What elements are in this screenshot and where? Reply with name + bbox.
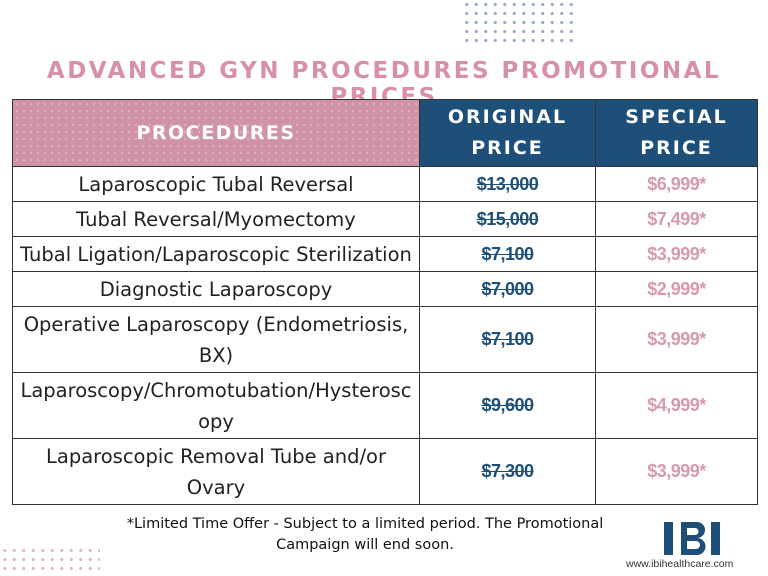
header-special-line2: PRICE <box>640 137 713 159</box>
procedure-name-line2: Ovary <box>186 475 246 499</box>
header-special-price: SPECIAL PRICE <box>595 99 758 167</box>
procedure-name: Tubal Reversal/Myomectomy <box>12 201 420 237</box>
footnote-line1: *Limited Time Offer - Subject to a limit… <box>126 516 604 532</box>
original-price: $7,000 <box>419 271 596 307</box>
special-price: $2,999* <box>595 271 758 307</box>
original-price: $15,000 <box>419 201 596 237</box>
table-row: Laparoscopic Tubal Reversal $13,000 $6,9… <box>12 166 758 202</box>
page-title: ADVANCED GYN PROCEDURES PROMOTIONAL PRIC… <box>46 58 722 110</box>
procedure-name-line2: BX) <box>198 343 234 367</box>
original-price: $9,600 <box>419 372 596 439</box>
website-url: www.ibihealthcare.com <box>626 558 734 570</box>
original-price: $7,100 <box>419 306 596 373</box>
special-price: $3,999* <box>595 306 758 373</box>
procedure-name: Laparoscopic Tubal Reversal <box>12 166 420 202</box>
header-procedures: PROCEDURES <box>12 99 420 167</box>
header-special-line1: SPECIAL <box>625 106 728 128</box>
procedure-name-line1: Operative Laparoscopy (Endometriosis, <box>23 312 409 336</box>
special-price: $7,499* <box>595 201 758 237</box>
special-price: $6,999* <box>595 166 758 202</box>
table-header-row: PROCEDURES ORIGINAL PRICE SPECIAL PRICE <box>12 99 758 167</box>
table-row: Tubal Reversal/Myomectomy $15,000 $7,499… <box>12 201 758 237</box>
ibi-healthcare-logo <box>664 522 720 555</box>
procedure-name: Tubal Ligation/Laparoscopic Sterilizatio… <box>12 236 420 272</box>
price-table: PROCEDURES ORIGINAL PRICE SPECIAL PRICE … <box>12 99 758 505</box>
procedure-name: Diagnostic Laparoscopy <box>12 271 420 307</box>
special-price: $3,999* <box>595 438 758 505</box>
procedure-name-line1: Laparoscopy/Chromotubation/Hysterosc <box>20 378 412 402</box>
header-original-price: ORIGINAL PRICE <box>419 99 596 167</box>
footnote: *Limited Time Offer - Subject to a limit… <box>120 514 610 556</box>
original-price: $7,100 <box>419 236 596 272</box>
special-price: $3,999* <box>595 236 758 272</box>
procedure-name: Laparoscopic Removal Tube and/or Ovary <box>12 438 420 505</box>
procedure-name-line2: opy <box>198 409 234 433</box>
procedure-name-line1: Laparoscopic Removal Tube and/or <box>46 444 386 468</box>
header-original-line1: ORIGINAL <box>447 106 568 128</box>
table-row: Operative Laparoscopy (Endometriosis, BX… <box>12 306 758 373</box>
original-price: $7,300 <box>419 438 596 505</box>
footnote-line2: Campaign will end soon. <box>276 537 454 553</box>
procedure-name: Laparoscopy/Chromotubation/Hysterosc opy <box>12 372 420 439</box>
header-original-line2: PRICE <box>471 137 544 159</box>
decorative-dots-bottom <box>0 546 100 576</box>
decorative-dots-top <box>462 0 576 46</box>
special-price: $4,999* <box>595 372 758 439</box>
table-row: Laparoscopy/Chromotubation/Hysterosc opy… <box>12 372 758 439</box>
table-row: Tubal Ligation/Laparoscopic Sterilizatio… <box>12 236 758 272</box>
logo-subtext: HEALTHCARE <box>676 522 681 552</box>
table-row: Laparoscopic Removal Tube and/or Ovary $… <box>12 438 758 505</box>
table-row: Diagnostic Laparoscopy $7,000 $2,999* <box>12 271 758 307</box>
procedure-name: Operative Laparoscopy (Endometriosis, BX… <box>12 306 420 373</box>
original-price: $13,000 <box>419 166 596 202</box>
